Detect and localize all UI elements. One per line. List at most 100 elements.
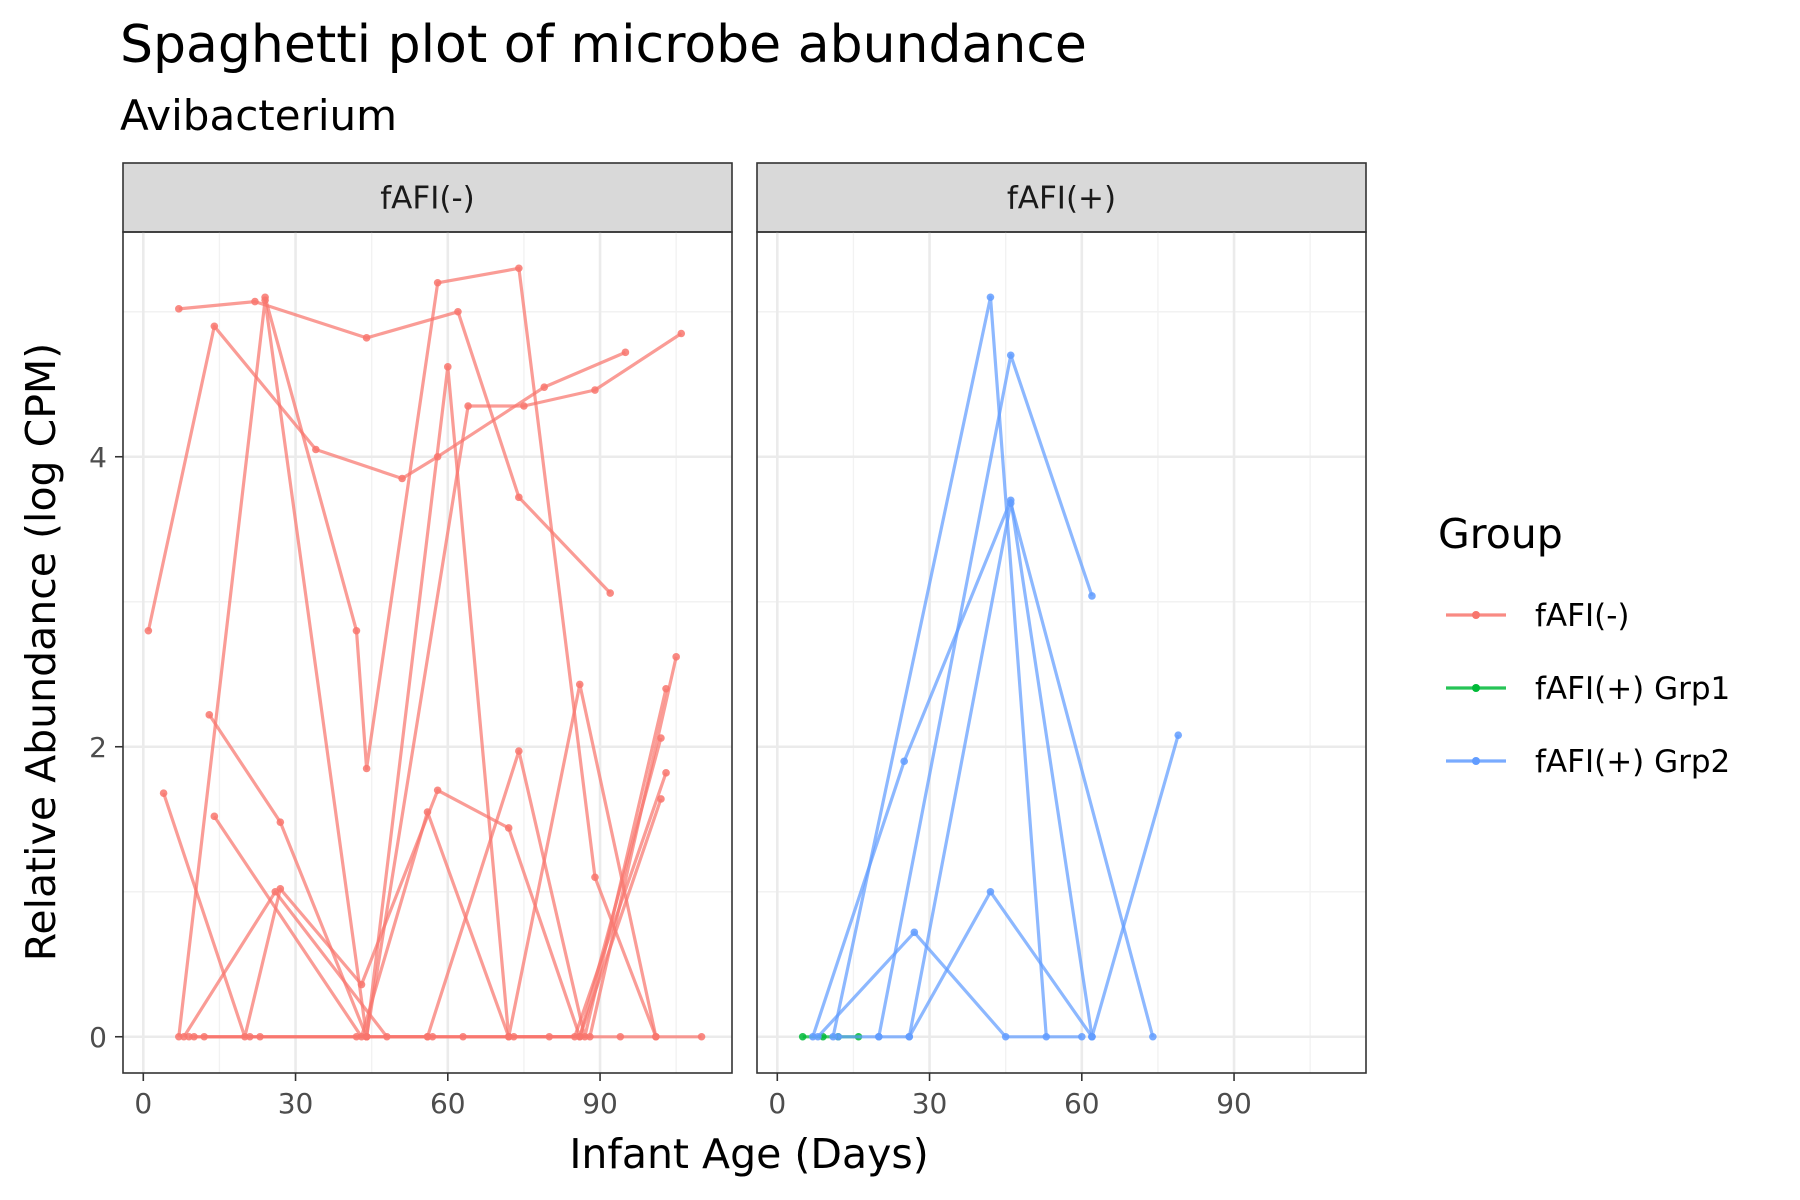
series-line <box>207 365 658 1039</box>
x-axis-title: Infant Age (Days) <box>569 1130 928 1178</box>
legend-key-point <box>1472 757 1480 765</box>
data-point <box>986 293 995 302</box>
series-line <box>212 772 668 1039</box>
data-point <box>159 789 168 797</box>
series-line <box>1090 734 1180 1038</box>
data-point <box>185 1032 193 1041</box>
legend-key-point <box>1472 684 1480 692</box>
data-point <box>362 764 371 773</box>
data-point <box>464 402 472 410</box>
data-point <box>352 626 361 635</box>
data-point <box>210 812 219 821</box>
data-point <box>362 334 371 342</box>
data-point <box>444 363 452 371</box>
panel-border <box>756 231 1367 1074</box>
data-point <box>423 808 432 816</box>
data-point <box>210 322 219 331</box>
x-tick-label: 30 <box>278 1087 314 1120</box>
data-point <box>591 873 599 882</box>
data-point <box>657 795 665 803</box>
legend-label: fAFI(+) Grp2 <box>1535 744 1730 780</box>
data-point <box>798 1032 807 1041</box>
x-tick-label: 0 <box>134 1087 152 1120</box>
data-point <box>271 887 280 896</box>
data-point <box>1174 731 1183 739</box>
data-point <box>352 1032 361 1041</box>
facet-strip-label: fAFI(+) <box>1007 181 1116 217</box>
data-point <box>697 1032 706 1041</box>
panel-border <box>122 231 733 1074</box>
data-point <box>1042 1032 1051 1041</box>
data-point <box>261 296 269 304</box>
facet-strip <box>756 162 1367 233</box>
data-point <box>454 307 462 316</box>
legend-title: Group <box>1438 510 1563 558</box>
x-tick-label: 0 <box>768 1087 786 1120</box>
x-tick-label: 90 <box>582 1087 618 1120</box>
series-line <box>178 300 612 595</box>
data-point <box>575 680 584 689</box>
series-line <box>811 498 1094 1038</box>
facet-strip-label: fAFI(-) <box>380 181 474 217</box>
x-tick-label: 90 <box>1216 1087 1252 1120</box>
y-tick-label: 4 <box>89 441 107 474</box>
data-point <box>504 824 513 832</box>
facet-strip <box>122 162 733 233</box>
data-point <box>905 1032 914 1041</box>
x-tick-label: 60 <box>1064 1087 1100 1120</box>
legend-key-point <box>1472 611 1480 619</box>
data-point <box>616 1032 625 1041</box>
data-point <box>1088 592 1096 600</box>
data-point <box>1006 351 1015 360</box>
data-point <box>910 928 919 937</box>
data-point <box>276 818 285 826</box>
x-tick-label: 60 <box>430 1087 466 1120</box>
data-point <box>540 383 549 391</box>
legend-label: fAFI(+) Grp1 <box>1535 671 1730 707</box>
data-point <box>515 493 523 502</box>
data-point <box>672 653 680 661</box>
legend: Group fAFI(-) fAFI(+) Grp1 fAFI(+) Grp2 <box>1438 510 1730 780</box>
data-point <box>312 445 320 454</box>
data-point <box>875 1032 883 1041</box>
facet-panel-fafi-plus: fAFI(+) 0 30 60 90 <box>756 162 1367 1120</box>
data-point <box>1006 499 1015 507</box>
data-point <box>986 887 995 896</box>
data-point <box>1088 1032 1096 1041</box>
data-point <box>251 297 259 306</box>
chart-subtitle: Avibacterium <box>120 91 397 140</box>
data-point <box>814 1032 822 1041</box>
data-point <box>1149 1032 1157 1041</box>
data-point <box>423 1032 432 1041</box>
y-axis-title: Relative Abundance (log CPM) <box>17 343 65 962</box>
data-point <box>433 278 442 287</box>
data-point <box>520 402 528 410</box>
data-point <box>205 711 214 719</box>
data-point <box>515 747 523 755</box>
data-point <box>606 589 614 597</box>
chart-title: Spaghetti plot of microbe abundance <box>120 15 1087 75</box>
data-point <box>575 1032 584 1041</box>
data-point <box>591 386 599 394</box>
data-point <box>586 1032 594 1041</box>
data-point <box>1001 1032 1010 1041</box>
data-point <box>900 757 908 766</box>
x-tick-label: 30 <box>912 1087 948 1120</box>
data-point <box>175 305 183 313</box>
y-tick-label: 0 <box>89 1021 107 1054</box>
legend-label: fAFI(-) <box>1535 598 1629 634</box>
facet-panel-fafi-minus: fAFI(-) 0 30 60 90 0 2 4 <box>89 162 733 1120</box>
data-point <box>398 474 406 483</box>
data-point <box>621 348 630 357</box>
data-point <box>433 786 442 795</box>
series-line <box>162 737 663 1039</box>
data-point <box>662 769 670 777</box>
data-point <box>834 1032 842 1041</box>
data-point <box>1078 1032 1086 1041</box>
data-point <box>515 264 523 273</box>
data-point <box>677 329 686 338</box>
data-point <box>144 626 153 635</box>
series-line <box>263 266 658 1038</box>
series-line <box>838 890 1094 1039</box>
